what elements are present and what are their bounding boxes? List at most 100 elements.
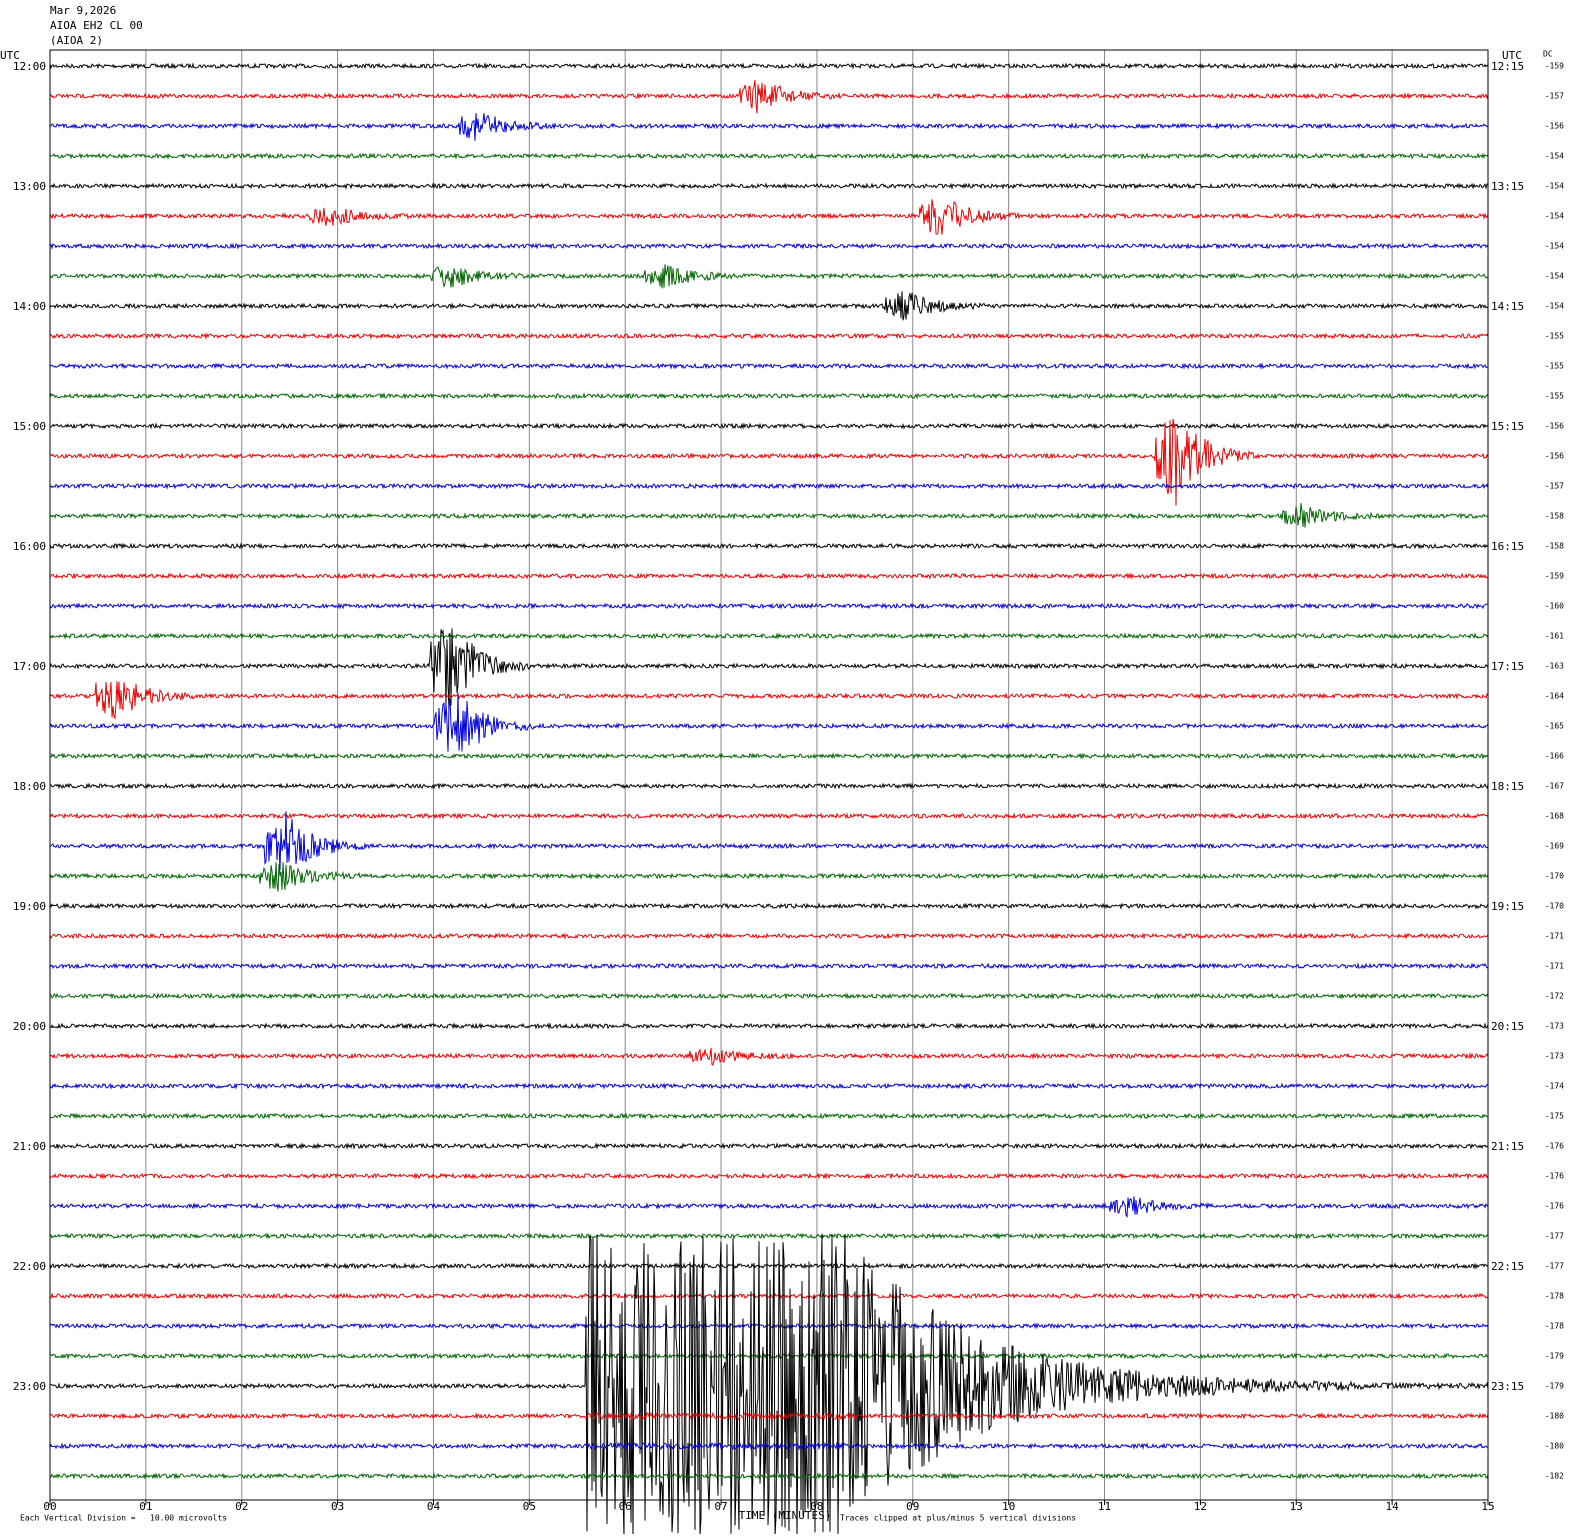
left-time: 14:00 xyxy=(13,300,46,313)
trace xyxy=(49,362,1488,370)
trace xyxy=(49,242,1489,250)
dc-value: -156 xyxy=(1545,452,1564,461)
left-time: 22:00 xyxy=(13,1260,46,1273)
x-tick-label: 00 xyxy=(43,1500,56,1513)
left-utc: UTC xyxy=(0,49,20,62)
trace xyxy=(49,1234,1489,1538)
right-time: 13:15 xyxy=(1491,180,1524,193)
dc-value: -161 xyxy=(1545,632,1564,641)
x-tick-label: 12 xyxy=(1194,1500,1207,1513)
trace xyxy=(49,79,1489,114)
dc-value: -155 xyxy=(1545,362,1564,371)
dc-value: -154 xyxy=(1545,302,1564,311)
network: (AIOA 2) xyxy=(50,34,103,47)
dc-value: -174 xyxy=(1545,1082,1564,1091)
dc-value: -173 xyxy=(1545,1022,1564,1031)
x-tick-label: 15 xyxy=(1481,1500,1494,1513)
trace xyxy=(49,572,1489,580)
trace xyxy=(50,113,1489,141)
trace xyxy=(49,1196,1489,1219)
dc-value: -160 xyxy=(1545,602,1564,611)
trace xyxy=(49,1047,1489,1066)
dc-value: -158 xyxy=(1545,512,1564,521)
trace xyxy=(49,199,1489,235)
dc-value: -159 xyxy=(1545,572,1564,581)
dc-value: -154 xyxy=(1545,182,1564,191)
right-time: 15:15 xyxy=(1491,420,1524,433)
clip-note: Traces clipped at plus/minus 5 vertical … xyxy=(840,1514,1076,1523)
dc-value: -177 xyxy=(1545,1262,1564,1271)
dc-value: -157 xyxy=(1545,482,1564,491)
dc-value: -155 xyxy=(1545,332,1564,341)
right-time: 14:15 xyxy=(1491,300,1524,313)
left-time: 21:00 xyxy=(13,1140,46,1153)
trace xyxy=(49,962,1489,970)
dc-value: -167 xyxy=(1545,782,1564,791)
left-time: 20:00 xyxy=(13,1020,46,1033)
x-tick-label: 07 xyxy=(714,1500,727,1513)
dc-value: -159 xyxy=(1545,62,1564,71)
trace xyxy=(49,392,1489,400)
trace xyxy=(49,692,1489,752)
right-time: 12:15 xyxy=(1491,60,1524,73)
dc-value: -154 xyxy=(1545,272,1564,281)
right-time: 17:15 xyxy=(1491,660,1524,673)
dc-value: -168 xyxy=(1545,812,1564,821)
trace xyxy=(49,332,1489,340)
trace xyxy=(49,1411,1489,1421)
trace xyxy=(49,632,1489,640)
trace xyxy=(49,1352,1489,1360)
dc-value: -164 xyxy=(1545,692,1564,701)
dc-value: -176 xyxy=(1545,1172,1564,1181)
trace xyxy=(49,418,1489,506)
trace xyxy=(49,752,1489,760)
dc-value: -173 xyxy=(1545,1052,1564,1061)
dc-value: -171 xyxy=(1545,962,1564,971)
right-time: 16:15 xyxy=(1491,540,1524,553)
x-tick-label: 03 xyxy=(331,1500,344,1513)
left-time: 15:00 xyxy=(13,420,46,433)
dc-value: -154 xyxy=(1545,152,1564,161)
right-time: 18:15 xyxy=(1491,780,1524,793)
date: Mar 9,2026 xyxy=(50,4,116,17)
trace xyxy=(49,1262,1489,1270)
x-tick-label: 06 xyxy=(619,1500,632,1513)
dc-value: -158 xyxy=(1545,542,1564,551)
dc-label: DC xyxy=(1543,50,1553,59)
right-utc: UTC xyxy=(1502,49,1522,62)
dc-value: -176 xyxy=(1545,1202,1564,1211)
x-tick-label: 13 xyxy=(1290,1500,1303,1513)
dc-value: -165 xyxy=(1545,722,1564,731)
left-time: 16:00 xyxy=(13,540,46,553)
dc-value: -180 xyxy=(1545,1442,1564,1451)
division-note: Each Vertical Division = 10.00 microvolt… xyxy=(20,1514,227,1523)
dc-value: -178 xyxy=(1545,1292,1564,1301)
trace xyxy=(50,152,1489,160)
left-time: 13:00 xyxy=(13,180,46,193)
trace xyxy=(49,1172,1489,1180)
trace xyxy=(49,182,1489,190)
dc-value: -157 xyxy=(1545,92,1564,101)
x-tick-label: 09 xyxy=(906,1500,919,1513)
x-tick-label: 14 xyxy=(1386,1500,1400,1513)
trace xyxy=(49,422,1489,430)
trace xyxy=(49,811,1489,871)
dc-value: -177 xyxy=(1545,1232,1564,1241)
trace xyxy=(50,1022,1489,1030)
trace xyxy=(49,542,1489,550)
trace xyxy=(49,482,1489,490)
plot-frame xyxy=(49,49,1489,1501)
dc-value: -178 xyxy=(1545,1322,1564,1331)
right-time: 21:15 xyxy=(1491,1140,1524,1153)
trace xyxy=(49,1112,1489,1120)
x-tick-label: 04 xyxy=(427,1500,441,1513)
left-time: 23:00 xyxy=(13,1380,46,1393)
x-tick-label: 05 xyxy=(523,1500,536,1513)
dc-value: -156 xyxy=(1545,122,1564,131)
station: AIOA EH2 CL 00 xyxy=(50,19,143,32)
dc-value: -172 xyxy=(1545,992,1564,1001)
right-time: 23:15 xyxy=(1491,1380,1524,1393)
x-tick-label: 01 xyxy=(139,1500,152,1513)
x-tick-label: 02 xyxy=(235,1500,248,1513)
